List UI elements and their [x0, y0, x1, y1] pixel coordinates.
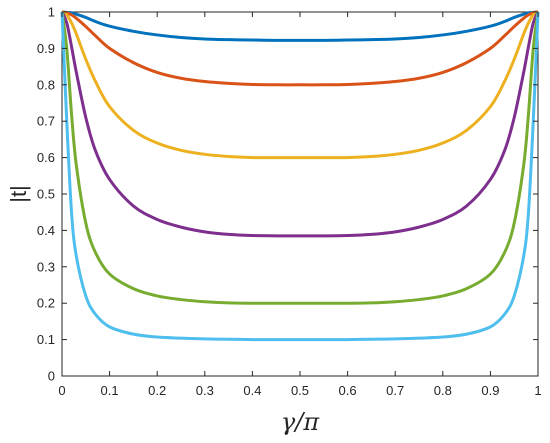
- x-tick-label: 0.4: [243, 383, 261, 398]
- y-tick-label: 0.4: [37, 223, 55, 238]
- y-tick-label: 0.6: [37, 150, 55, 165]
- y-tick-label: 0.2: [37, 296, 55, 311]
- x-tick-label: 1: [534, 383, 541, 398]
- y-tick-label: 0.5: [37, 187, 55, 202]
- x-tick-label: 0.1: [101, 383, 119, 398]
- x-tick-label: 0.7: [386, 383, 404, 398]
- y-tick-label: 1: [48, 5, 55, 20]
- x-tick-label: 0.3: [196, 383, 214, 398]
- series-line-6: [60, 11, 540, 342]
- y-tick-label: 0.8: [37, 77, 55, 92]
- y-tick-label: 0.9: [37, 41, 55, 56]
- y-tick-label: 0.3: [37, 259, 55, 274]
- series-line-2: [61, 10, 539, 87]
- x-tick-label: 0.2: [148, 383, 166, 398]
- y-tick-label: 0: [48, 369, 55, 384]
- x-tick-label: 0: [58, 383, 65, 398]
- x-tick-label: 0.5: [291, 383, 309, 398]
- tick-layer: 0 0.1 0.2 0.3 0.4 0.5 0.6 0.7 0.8 0.9 1 0 0.1 0.2 0.3 0…: [37, 5, 542, 399]
- series-line-1: [61, 10, 539, 42]
- x-tick-label: 0.6: [339, 383, 357, 398]
- y-tick-label: 0.1: [37, 332, 55, 347]
- x-axis-title: γ/π: [281, 408, 320, 436]
- x-tick-label: 0.9: [481, 383, 499, 398]
- series-line-5: [60, 11, 540, 305]
- series-layer: [60, 10, 540, 342]
- plot-area: [61, 11, 539, 377]
- y-tick-label: 0.7: [37, 114, 55, 129]
- series-line-3: [61, 10, 539, 160]
- series-line-4: [60, 11, 540, 238]
- x-tick-label: 0.8: [434, 383, 452, 398]
- y-axis-title: |t|: [6, 185, 31, 203]
